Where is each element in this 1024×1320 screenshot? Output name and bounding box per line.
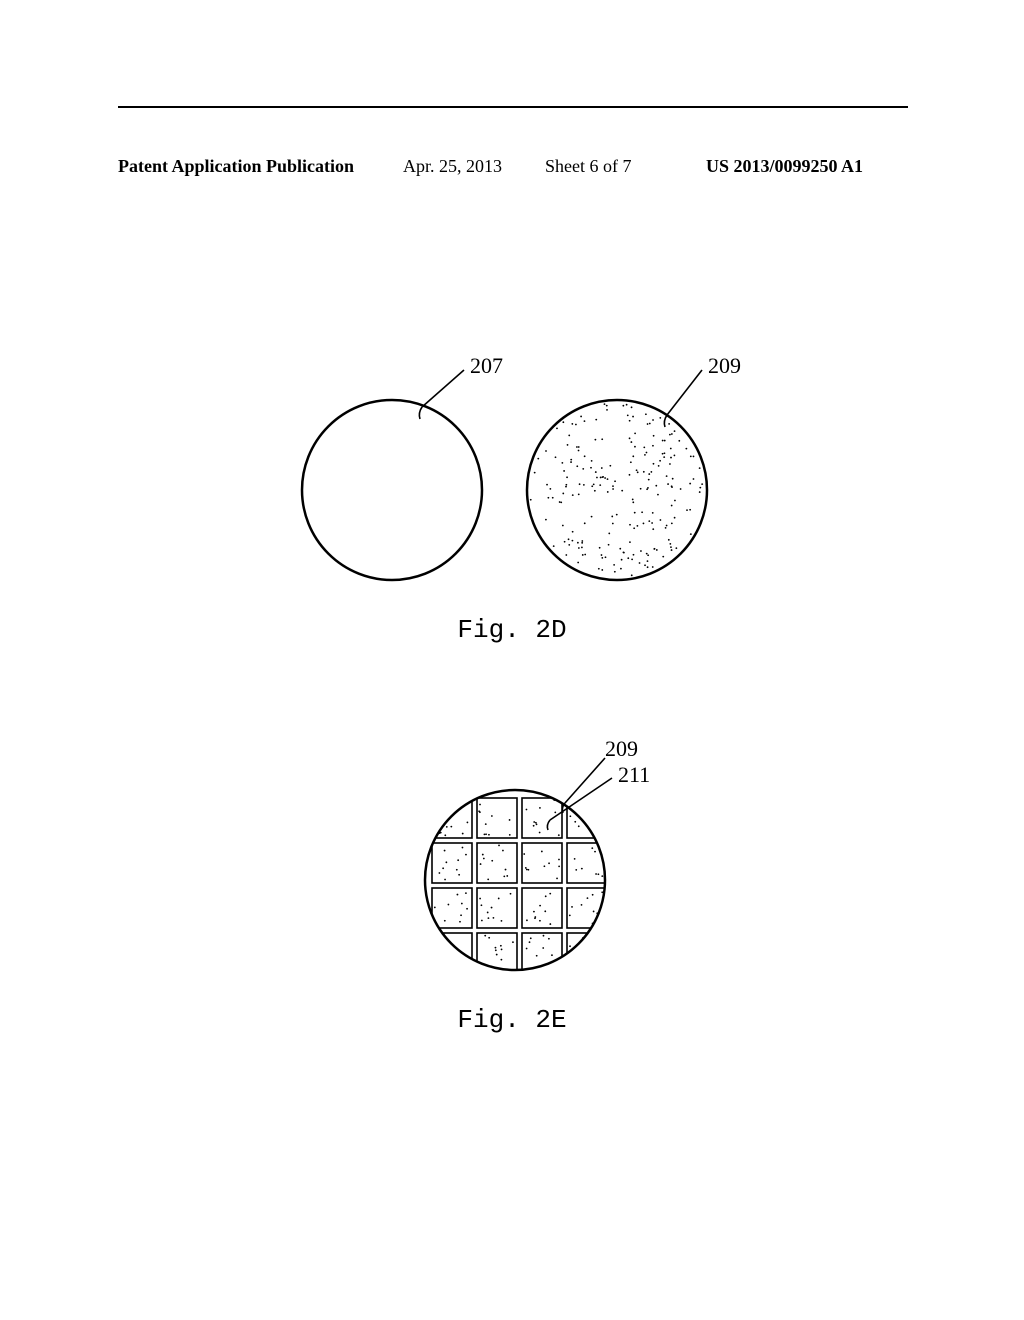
page: Patent Application Publication Apr. 25, …	[0, 0, 1024, 1320]
figure-2e-svg: 209211	[390, 730, 690, 980]
header-sheet: Sheet 6 of 7	[545, 156, 631, 177]
figure-2d: 207 209 Fig. 2D	[0, 355, 1024, 695]
svg-text:211: 211	[618, 762, 650, 787]
svg-text:209: 209	[605, 736, 638, 761]
header-date: Apr. 25, 2013	[403, 156, 502, 177]
svg-text:209: 209	[708, 355, 741, 378]
figure-2e: 209211 Fig. 2E	[0, 730, 1024, 1070]
figure-2d-caption: Fig. 2D	[0, 615, 1024, 645]
svg-text:207: 207	[470, 355, 503, 378]
figure-2d-svg: 207 209	[272, 355, 752, 585]
header-publication: Patent Application Publication	[118, 156, 354, 177]
header-pub-id: US 2013/0099250 A1	[706, 156, 863, 177]
figure-2e-caption: Fig. 2E	[0, 1005, 1024, 1035]
header-rule	[118, 106, 908, 108]
